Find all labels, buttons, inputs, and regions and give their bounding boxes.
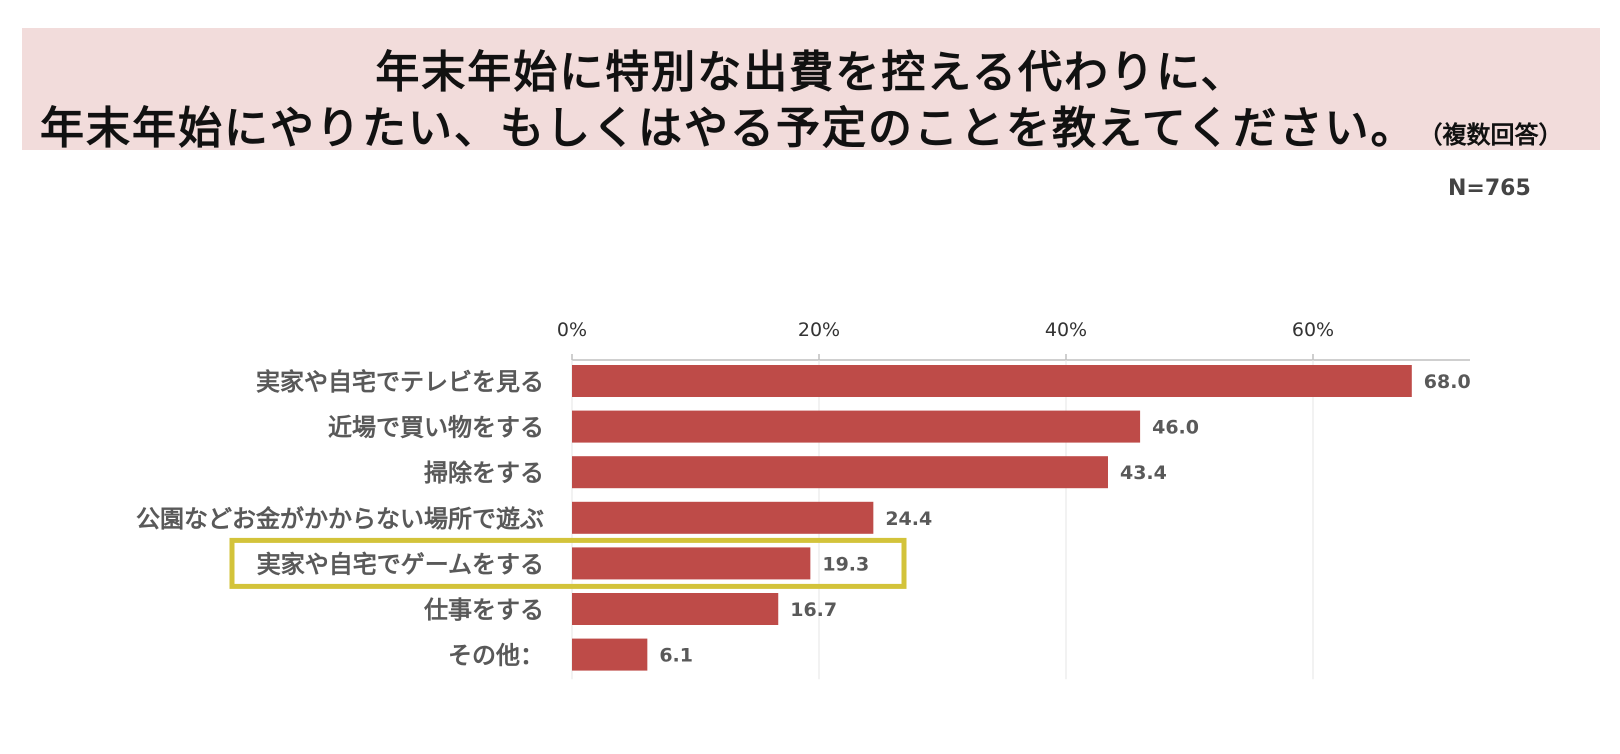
category-label: 掃除をする — [424, 459, 544, 487]
x-tick-label: 0% — [557, 319, 587, 341]
x-tick-label: 40% — [1045, 319, 1087, 341]
bar — [572, 365, 1412, 397]
bar — [572, 638, 648, 671]
sample-size-label: N=765 — [1448, 176, 1531, 201]
title-banner: 年末年始に特別な出費を控える代わりに、 年末年始にやりたい、もしくはやる予定のこ… — [22, 28, 1600, 154]
category-label: その他： — [448, 642, 544, 670]
multiple-answer-note: （複数回答） — [1430, 121, 1563, 149]
chart-title-line2: 年末年始にやりたい、もしくはやる予定のことを教えてください。 （複数回答） — [40, 92, 1562, 156]
data-label: 46.0 — [1152, 417, 1199, 439]
data-label: 68.0 — [1424, 371, 1471, 393]
data-label: 16.7 — [790, 599, 837, 621]
data-label: 43.4 — [1120, 462, 1167, 484]
data-label: 24.4 — [885, 508, 932, 530]
data-label: 6.1 — [659, 645, 693, 667]
category-label: 実家や自宅でテレビを見る — [256, 368, 544, 396]
bar — [572, 593, 779, 625]
chart-title-line1: 年末年始に特別な出費を控える代わりに、 — [375, 47, 1247, 98]
bar — [572, 456, 1108, 489]
bar — [572, 547, 811, 580]
bar — [572, 501, 874, 534]
category-label: 近場で買い物をする — [328, 414, 544, 442]
category-label: 仕事をする — [423, 596, 544, 624]
data-label: 19.3 — [822, 553, 869, 575]
highlight-box — [229, 537, 907, 589]
category-label: 公園などお金がかからない場所で遊ぶ — [136, 505, 544, 533]
x-tick-label: 20% — [798, 319, 840, 341]
x-tick-label: 60% — [1292, 319, 1334, 341]
category-label: 実家や自宅でゲームをする — [257, 550, 544, 578]
bar — [572, 410, 1141, 443]
chart-title-line2-text: 年末年始にやりたい、もしくはやる予定のことを教えてください。 — [40, 103, 1417, 154]
